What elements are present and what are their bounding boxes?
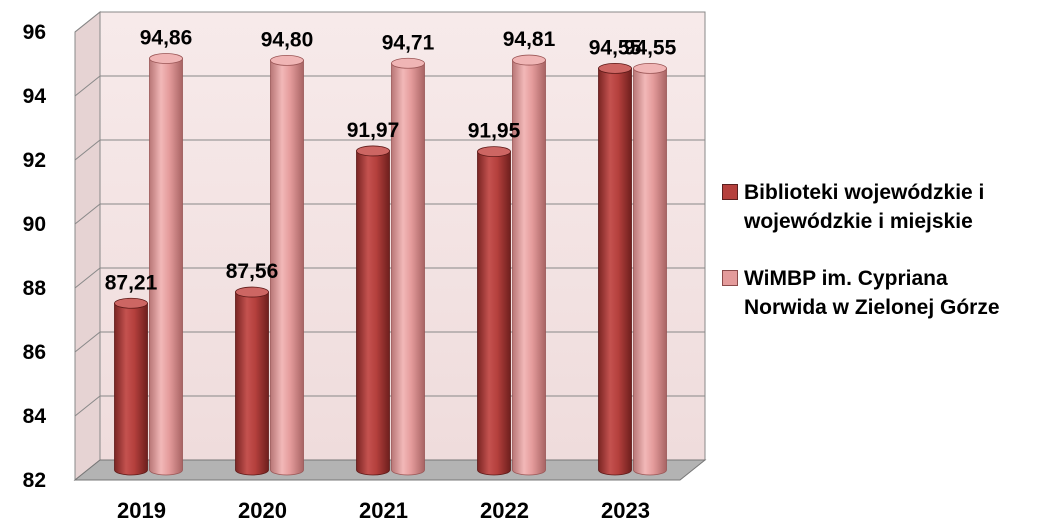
legend-label-series-1: Biblioteki wojewódzkie i wojewódzkie i m… bbox=[744, 181, 985, 233]
gridline-side bbox=[74, 395, 101, 417]
legend-item-series-1: Biblioteki wojewódzkie i wojewódzkie i m… bbox=[722, 178, 1027, 236]
bar-2021-series-1 bbox=[356, 145, 390, 476]
bar-2023-series-1 bbox=[598, 63, 632, 476]
data-label: 87,21 bbox=[105, 271, 158, 294]
gridline-side bbox=[74, 267, 101, 289]
x-tick-label: 2022 bbox=[480, 498, 529, 523]
bar-2020-series-2 bbox=[270, 55, 304, 476]
bar-2020-series-1 bbox=[235, 286, 269, 476]
y-tick-label: 86 bbox=[23, 341, 46, 364]
gridline-side bbox=[74, 139, 101, 161]
legend: Biblioteki wojewódzkie i wojewódzkie i m… bbox=[722, 178, 1027, 350]
gridline-side bbox=[74, 203, 101, 225]
side-wall bbox=[74, 10, 101, 482]
legend-swatch-series-1 bbox=[722, 184, 738, 200]
data-label: 94,55 bbox=[624, 36, 677, 59]
gridline-side bbox=[74, 75, 101, 97]
legend-label-series-2: WiMBP im. Cypriana Norwida w Zielonej Gó… bbox=[744, 267, 1000, 319]
bar-2022-series-2 bbox=[512, 54, 546, 476]
bar-2021-series-2 bbox=[391, 57, 425, 476]
data-label: 87,56 bbox=[226, 260, 279, 283]
y-tick-label: 92 bbox=[23, 149, 46, 172]
data-label: 91,95 bbox=[468, 120, 521, 143]
x-tick-label: 2023 bbox=[601, 498, 650, 523]
data-label: 94,81 bbox=[503, 28, 556, 51]
y-tick-label: 88 bbox=[23, 277, 47, 300]
x-axis-ticks: 2019 2020 2021 2022 2023 bbox=[117, 498, 650, 523]
data-label: 94,71 bbox=[382, 31, 435, 54]
bar-2023-series-2 bbox=[633, 63, 667, 476]
legend-swatch-series-2 bbox=[722, 270, 738, 286]
y-tick-label: 96 bbox=[23, 21, 46, 44]
y-axis-ticks: 82 84 86 88 90 92 94 96 bbox=[23, 21, 47, 492]
bar-2019-series-2 bbox=[149, 53, 183, 476]
legend-item-series-2: WiMBP im. Cypriana Norwida w Zielonej Gó… bbox=[722, 264, 1027, 322]
gridline-side bbox=[74, 331, 101, 353]
data-label: 94,80 bbox=[261, 28, 314, 51]
data-label: 91,97 bbox=[347, 119, 400, 142]
bar-2022-series-1 bbox=[477, 146, 511, 476]
y-tick-label: 90 bbox=[23, 213, 46, 236]
bars bbox=[114, 53, 667, 476]
y-tick-label: 84 bbox=[23, 405, 47, 428]
y-tick-label: 82 bbox=[23, 469, 46, 492]
x-tick-label: 2020 bbox=[238, 498, 287, 523]
x-tick-label: 2021 bbox=[359, 498, 408, 523]
x-tick-label: 2019 bbox=[117, 498, 166, 523]
data-labels: 87,21 94,86 87,56 94,80 91,97 94,71 91,95 94,81… bbox=[105, 26, 677, 294]
data-label: 94,86 bbox=[140, 26, 193, 49]
bar-2019-series-1 bbox=[114, 297, 148, 476]
y-tick-label: 94 bbox=[23, 85, 47, 108]
data-label: 94,55 bbox=[589, 36, 642, 59]
gridline-side bbox=[74, 11, 101, 33]
floor bbox=[73, 459, 707, 481]
